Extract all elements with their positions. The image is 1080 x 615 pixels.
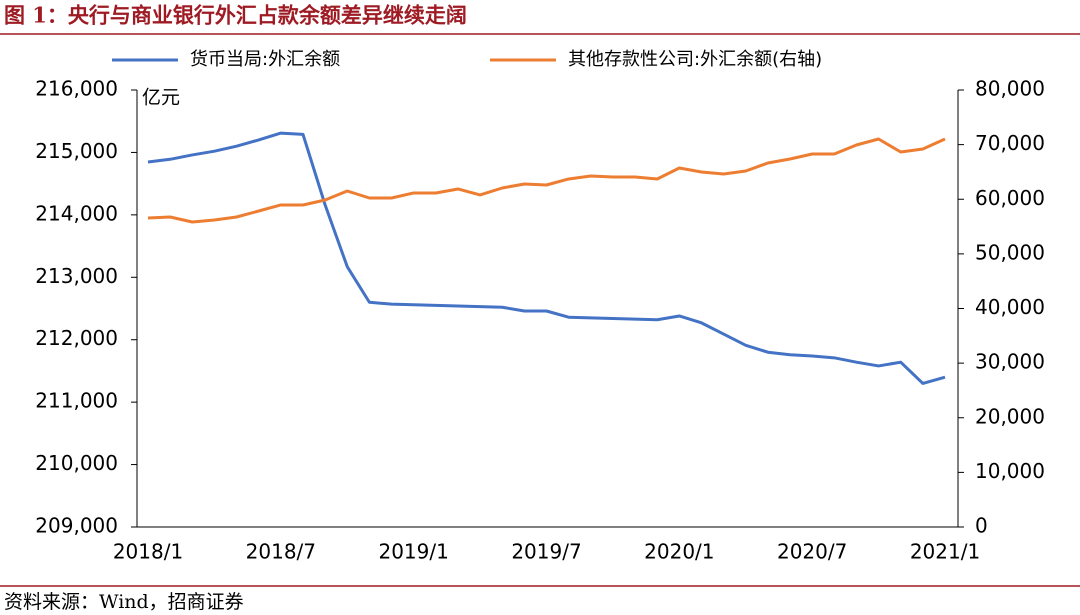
y2-tick-label: 20,000 xyxy=(975,404,1045,428)
x-tick-label: 2018/7 xyxy=(246,540,316,564)
y2-tick-label: 30,000 xyxy=(975,350,1045,374)
legend-label: 其他存款性公司:外汇余额(右轴) xyxy=(568,49,822,70)
y-tick-label: 210,000 xyxy=(35,451,118,475)
y2-tick-label: 10,000 xyxy=(975,459,1045,483)
y-tick-label: 216,000 xyxy=(35,77,118,101)
series-line xyxy=(147,137,946,224)
y2-tick-label: 0 xyxy=(975,514,988,538)
x-tick-label: 2020/7 xyxy=(777,540,847,564)
chart-title: 图 1：央行与商业银行外汇占款余额差异继续走阔 xyxy=(4,3,467,28)
legend-label: 货币当局:外汇余额 xyxy=(190,49,340,70)
y-tick-label: 211,000 xyxy=(35,389,118,413)
y-unit: 亿元 xyxy=(142,87,180,109)
x-tick-label: 2021/1 xyxy=(910,540,980,564)
x-tick-label: 2020/1 xyxy=(644,540,714,564)
y-tick-label: 213,000 xyxy=(35,264,118,288)
y2-tick-label: 70,000 xyxy=(975,131,1045,155)
y-tick-label: 212,000 xyxy=(35,326,118,350)
source: 资料来源：Wind，招商证券 xyxy=(4,591,244,613)
y2-tick-label: 80,000 xyxy=(975,77,1045,101)
x-tick-label: 2019/1 xyxy=(378,540,448,564)
y2-tick-label: 60,000 xyxy=(975,186,1045,210)
x-tick-label: 2018/1 xyxy=(113,540,183,564)
series-line xyxy=(147,131,946,385)
x-tick-label: 2019/7 xyxy=(511,540,581,564)
y2-tick-label: 50,000 xyxy=(975,240,1045,264)
y-tick-label: 214,000 xyxy=(35,201,118,225)
y2-tick-label: 40,000 xyxy=(975,295,1045,319)
y-tick-label: 215,000 xyxy=(35,139,118,163)
y-tick-label: 209,000 xyxy=(35,514,118,538)
